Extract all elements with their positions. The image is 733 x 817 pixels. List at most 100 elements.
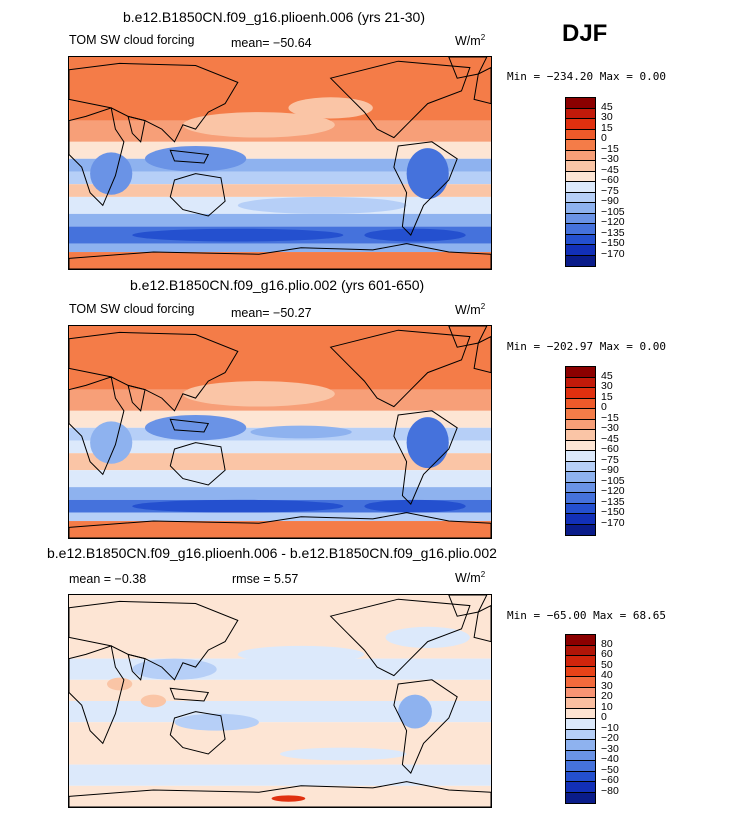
colorbar-swatch <box>566 203 595 214</box>
coastline-india <box>127 384 146 412</box>
colorbar-swatch <box>566 419 595 430</box>
panel-2-variable: TOM SW cloud forcing <box>69 302 195 316</box>
colorbar-swatch <box>566 771 595 782</box>
colorbar-swatch <box>566 440 595 451</box>
colorbar-tick-label: −30 <box>601 742 619 755</box>
coastline-eurasia <box>69 331 239 412</box>
colorbar-tick-label: −75 <box>601 453 619 466</box>
field-region <box>106 677 133 691</box>
coastline-indonesia <box>169 149 210 164</box>
field-band <box>69 679 491 701</box>
field-band <box>69 701 491 723</box>
colorbar-swatch <box>566 750 595 761</box>
colorbar-swatch <box>566 150 595 161</box>
field-region <box>280 747 407 761</box>
panel-1-mean: mean= −50.64 <box>231 36 312 50</box>
colorbar-tick-label: −15 <box>601 411 619 424</box>
coastline-europe2 <box>473 67 491 105</box>
field-region <box>250 425 352 439</box>
field-region <box>144 146 247 172</box>
coastline-europe2 <box>473 605 491 643</box>
field-region <box>174 713 259 731</box>
colorbar-swatch <box>566 388 595 399</box>
field-band <box>69 512 491 522</box>
colorbar-swatch <box>566 635 595 646</box>
panel-2-map <box>68 325 492 539</box>
panel-1-map <box>68 56 492 270</box>
colorbar-tick-label: −60 <box>601 443 619 455</box>
field-region <box>132 658 217 680</box>
colorbar-tick-label: 60 <box>601 648 613 660</box>
field-band <box>69 184 491 197</box>
colorbar-tick-label: 50 <box>601 658 613 671</box>
season-label: DJF <box>562 20 608 47</box>
colorbar-swatch <box>566 719 595 730</box>
colorbar-swatch <box>566 461 595 472</box>
panel-1-variable: TOM SW cloud forcing <box>69 33 195 47</box>
colorbar-swatch <box>566 514 595 525</box>
field-region <box>182 112 335 138</box>
panel-3-rmse: rmse = 5.57 <box>232 572 299 586</box>
panel-2-mean: mean= −50.27 <box>231 306 312 320</box>
colorbar-swatch <box>566 792 595 803</box>
colorbar-swatch <box>566 503 595 514</box>
colorbar-tick-label: −75 <box>601 184 619 197</box>
panel-3-colorbar <box>565 634 596 804</box>
coastline-africa <box>69 376 125 476</box>
field-region <box>144 415 247 441</box>
colorbar-tick-label: −60 <box>601 174 619 186</box>
field-region <box>398 694 432 729</box>
colorbar-swatch <box>566 119 595 130</box>
colorbar-tick-label: −20 <box>601 732 619 744</box>
coastline-india <box>127 115 146 143</box>
colorbar-tick-label: 40 <box>601 669 613 681</box>
field-band <box>69 470 491 488</box>
map-field <box>69 326 491 538</box>
colorbar-swatch <box>566 409 595 420</box>
panel-2-title: b.e12.B1850CN.f09_g16.plio.002 (yrs 601-… <box>130 277 425 293</box>
colorbar-tick-label: −170 <box>601 516 625 529</box>
colorbar-tick-label: −30 <box>601 153 619 165</box>
field-band <box>69 521 491 538</box>
colorbar-swatch <box>566 182 595 193</box>
colorbar-swatch <box>566 687 595 698</box>
colorbar-tick-label: −150 <box>601 506 625 518</box>
panel-2-units: W/m2 <box>455 302 486 318</box>
field-band <box>69 453 491 471</box>
colorbar-tick-label: 30 <box>601 380 613 392</box>
colorbar-tick-label: 80 <box>601 637 613 650</box>
colorbar-swatch <box>566 108 595 119</box>
colorbar-tick-label: −150 <box>601 237 625 249</box>
coastline-indonesia <box>169 687 210 702</box>
colorbar-tick-label: 0 <box>601 401 607 413</box>
field-band <box>69 213 491 227</box>
colorbar-swatch <box>566 224 595 235</box>
colorbar-swatch <box>566 729 595 740</box>
colorbar-tick-label: 30 <box>601 679 613 692</box>
field-region <box>385 626 470 648</box>
field-region <box>90 421 133 464</box>
field-region <box>90 152 133 195</box>
colorbar-tick-label: 0 <box>601 132 607 144</box>
colorbar-tick-label: 45 <box>601 100 613 113</box>
coastline-eurasia <box>69 62 239 143</box>
colorbar-swatch <box>566 377 595 388</box>
colorbar-tick-label: −170 <box>601 247 625 260</box>
colorbar-tick-label: −135 <box>601 226 625 239</box>
colorbar-tick-label: −50 <box>601 763 619 776</box>
coastline-india <box>127 653 146 681</box>
colorbar-swatch <box>566 98 595 109</box>
coastline-africa <box>69 645 125 745</box>
colorbar-tick-label: 10 <box>601 700 613 713</box>
panel-3-map <box>68 594 492 808</box>
colorbar-tick-label: −120 <box>601 216 625 228</box>
panel-1-title: b.e12.B1850CN.f09_g16.plioenh.006 (yrs 2… <box>123 9 425 25</box>
field-band <box>69 722 491 765</box>
field-band <box>69 243 491 253</box>
field-region <box>406 417 449 469</box>
map-field <box>69 595 491 807</box>
colorbar-tick-label: −40 <box>601 753 619 765</box>
colorbar-swatch <box>566 524 595 535</box>
colorbar-swatch <box>566 698 595 709</box>
field-region <box>182 381 335 407</box>
